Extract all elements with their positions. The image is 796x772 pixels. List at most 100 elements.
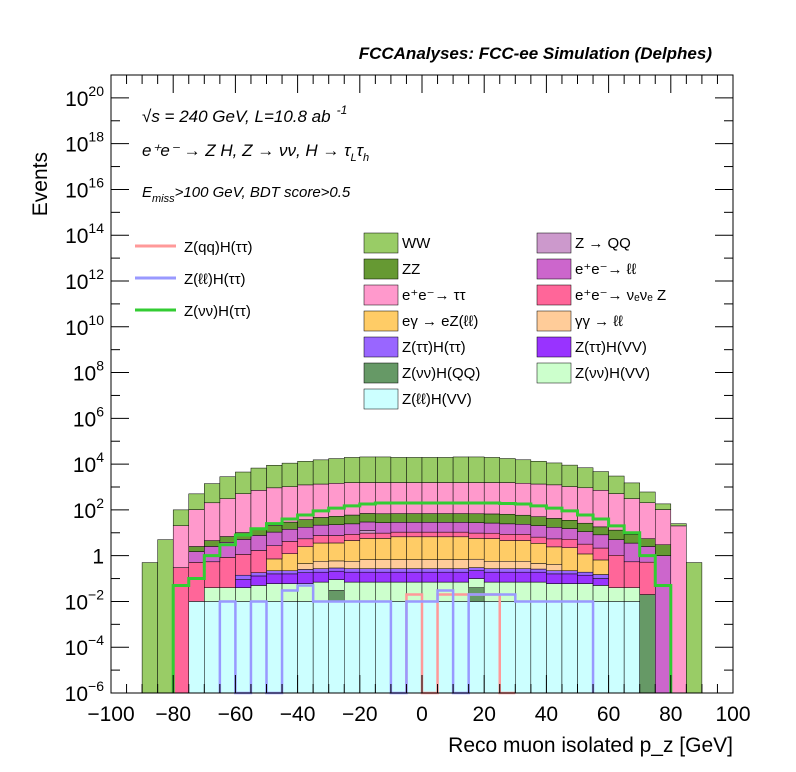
bar-7-22 <box>483 532 501 539</box>
bar-6-13 <box>344 540 361 562</box>
bar-12-1 <box>157 539 174 694</box>
bar-2-11 <box>312 581 329 602</box>
bar-3-18 <box>421 571 438 583</box>
bar-9-6 <box>235 539 252 555</box>
bar-11-8 <box>266 487 283 526</box>
legend-left-swatch-1 <box>363 258 399 280</box>
bar-9-23 <box>499 523 516 535</box>
bar-11-34 <box>670 525 687 694</box>
bar-4-15 <box>375 568 392 573</box>
bar-0-8 <box>266 601 283 694</box>
bar-3-10 <box>297 572 314 584</box>
bar-4-10 <box>297 569 314 573</box>
bar-6-28 <box>577 553 594 573</box>
legend-right-label-2: e⁺e⁻→ νₑνₑ Z <box>575 287 666 304</box>
legend-right-label-1: e⁺e⁻→ ℓℓ <box>575 261 637 278</box>
bar-0-30 <box>608 601 625 694</box>
bar-9-13 <box>344 523 361 535</box>
bar-7-32 <box>639 561 656 595</box>
bar-4-26 <box>546 570 563 575</box>
legend-right-label-0: Z → QQ <box>575 235 631 252</box>
y-tick-label-7: 108 <box>73 358 104 386</box>
bar-10-19 <box>437 513 454 523</box>
bar-10-31 <box>623 534 640 544</box>
bar-0-6 <box>235 601 252 694</box>
bar-0-18 <box>421 601 438 694</box>
bar-7-19 <box>437 531 454 538</box>
legend-line-label-1: Z(ℓℓ)H(ττ) <box>184 271 246 288</box>
bar-1-12 <box>328 590 345 602</box>
x-tick-label-10: 100 <box>715 703 750 726</box>
bar-10-24 <box>515 514 532 525</box>
bar-2-9 <box>281 583 298 602</box>
bar-12-16 <box>390 457 407 483</box>
bar-10-8 <box>266 525 283 533</box>
bar-3-8 <box>266 573 283 584</box>
bar-11-5 <box>219 498 236 537</box>
bar-12-15 <box>375 456 392 483</box>
bar-9-12 <box>328 524 345 536</box>
bar-2-17 <box>406 581 423 602</box>
bar-7-31 <box>623 561 640 588</box>
legend-right-swatch-4 <box>536 336 572 358</box>
y-tick-label-10: 1014 <box>65 220 104 248</box>
bar-7-10 <box>297 538 314 548</box>
bar-4-12 <box>328 567 345 572</box>
bar-2-18 <box>421 581 438 602</box>
bar-12-12 <box>328 458 345 484</box>
bar-10-12 <box>328 516 345 525</box>
bar-9-24 <box>515 524 532 535</box>
y-tick-label-4: 102 <box>73 495 104 523</box>
bar-10-26 <box>546 518 563 528</box>
bar-6-18 <box>421 536 438 560</box>
bar-5-17 <box>406 559 423 569</box>
bar-12-4 <box>204 483 221 504</box>
bar-12-23 <box>499 458 516 483</box>
bar-6-23 <box>499 540 516 562</box>
bar-0-12 <box>328 601 345 694</box>
y-tick-label-6: 106 <box>73 403 104 431</box>
bar-7-4 <box>204 561 221 588</box>
bar-12-14 <box>359 456 376 483</box>
legend-right-label-4: Z(ττ)H(VV) <box>575 339 647 356</box>
x-tick-label-2: −60 <box>218 703 254 726</box>
bar-3-24 <box>515 571 532 583</box>
bar-12-30 <box>608 475 625 494</box>
bar-2-7 <box>250 585 267 602</box>
bar-9-10 <box>297 526 314 540</box>
bar-12-33 <box>655 503 672 510</box>
bar-10-20 <box>452 513 469 523</box>
bar-11-33 <box>655 509 672 545</box>
bar-11-4 <box>204 502 221 541</box>
x-tick-label-0: −100 <box>87 703 134 726</box>
bar-3-20 <box>452 571 469 583</box>
bar-7-3 <box>188 562 205 602</box>
bar-0-14 <box>359 601 376 694</box>
y-tick-label-11: 1016 <box>65 174 104 202</box>
bar-3-22 <box>483 571 501 583</box>
bar-4-28 <box>577 571 594 576</box>
bar-10-4 <box>204 540 221 547</box>
bar-5-11 <box>312 561 329 569</box>
bar-12-8 <box>266 464 283 489</box>
bar-3-16 <box>390 571 407 583</box>
bar-9-29 <box>592 534 609 549</box>
bar-11-15 <box>375 482 392 515</box>
legend-right-swatch-5 <box>536 362 572 384</box>
bar-2-21 <box>468 578 485 588</box>
bar-7-15 <box>375 532 392 539</box>
bar-0-9 <box>281 601 298 694</box>
y-tick-label-2: 10−2 <box>65 586 105 614</box>
bar-9-17 <box>406 522 423 533</box>
bar-5-16 <box>390 559 407 569</box>
bar-5-21 <box>468 558 485 568</box>
bar-7-24 <box>515 534 532 541</box>
bar-3-28 <box>577 574 594 584</box>
bar-2-6 <box>235 587 252 602</box>
bar-9-31 <box>623 542 640 563</box>
bar-11-13 <box>344 482 361 516</box>
legend-left-label-3: eγ → eZ(ℓℓ) <box>402 313 478 330</box>
bar-10-17 <box>406 513 423 523</box>
bar-12-18 <box>421 457 438 483</box>
bar-9-33 <box>655 555 672 694</box>
